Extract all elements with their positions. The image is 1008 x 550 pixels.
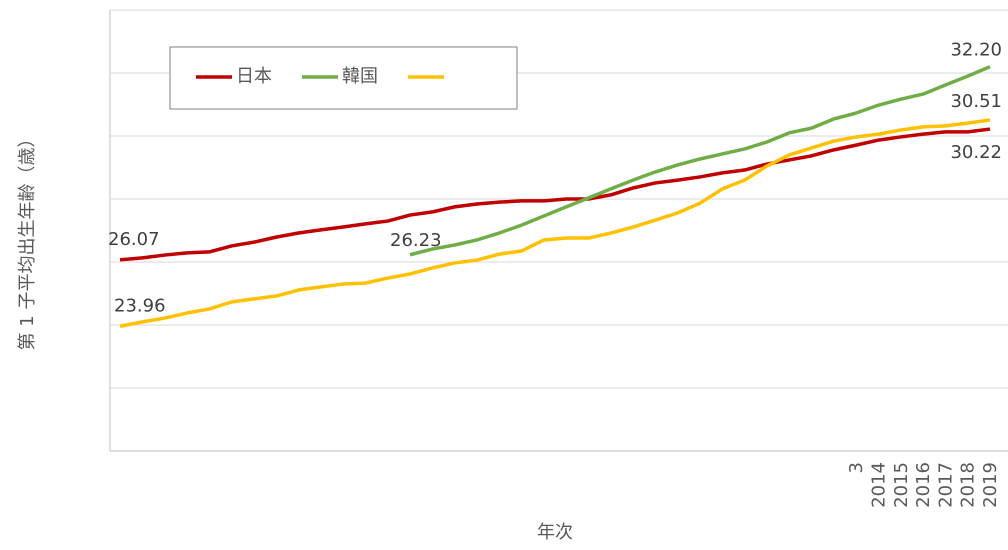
x-axis-label: 年次 [537, 522, 573, 543]
x-tick-label: 2019 [980, 462, 1001, 508]
x-tick-label: 2015 [891, 462, 912, 508]
data-label: 30.22 [950, 142, 1002, 163]
series-line [119, 118, 991, 328]
legend-label: 日本 [236, 66, 272, 87]
x-tick-label: 2018 [958, 462, 979, 508]
data-label: 30.51 [950, 91, 1002, 112]
data-label: 23.96 [114, 295, 166, 316]
x-tick-label: 2014 [868, 462, 889, 508]
x-tick-label: 3 [846, 462, 867, 473]
data-label: 26.07 [108, 229, 160, 250]
data-label: 32.20 [950, 40, 1002, 61]
series-line [409, 65, 991, 257]
x-tick-label: 2017 [935, 462, 956, 508]
x-tick-label: 2016 [913, 462, 934, 508]
legend-label: 韓国 [342, 66, 378, 87]
data-label: 26.23 [390, 230, 442, 251]
series-line [119, 127, 991, 262]
y-axis-label: 第 1 子平均出生年齢（歳） [17, 130, 38, 351]
